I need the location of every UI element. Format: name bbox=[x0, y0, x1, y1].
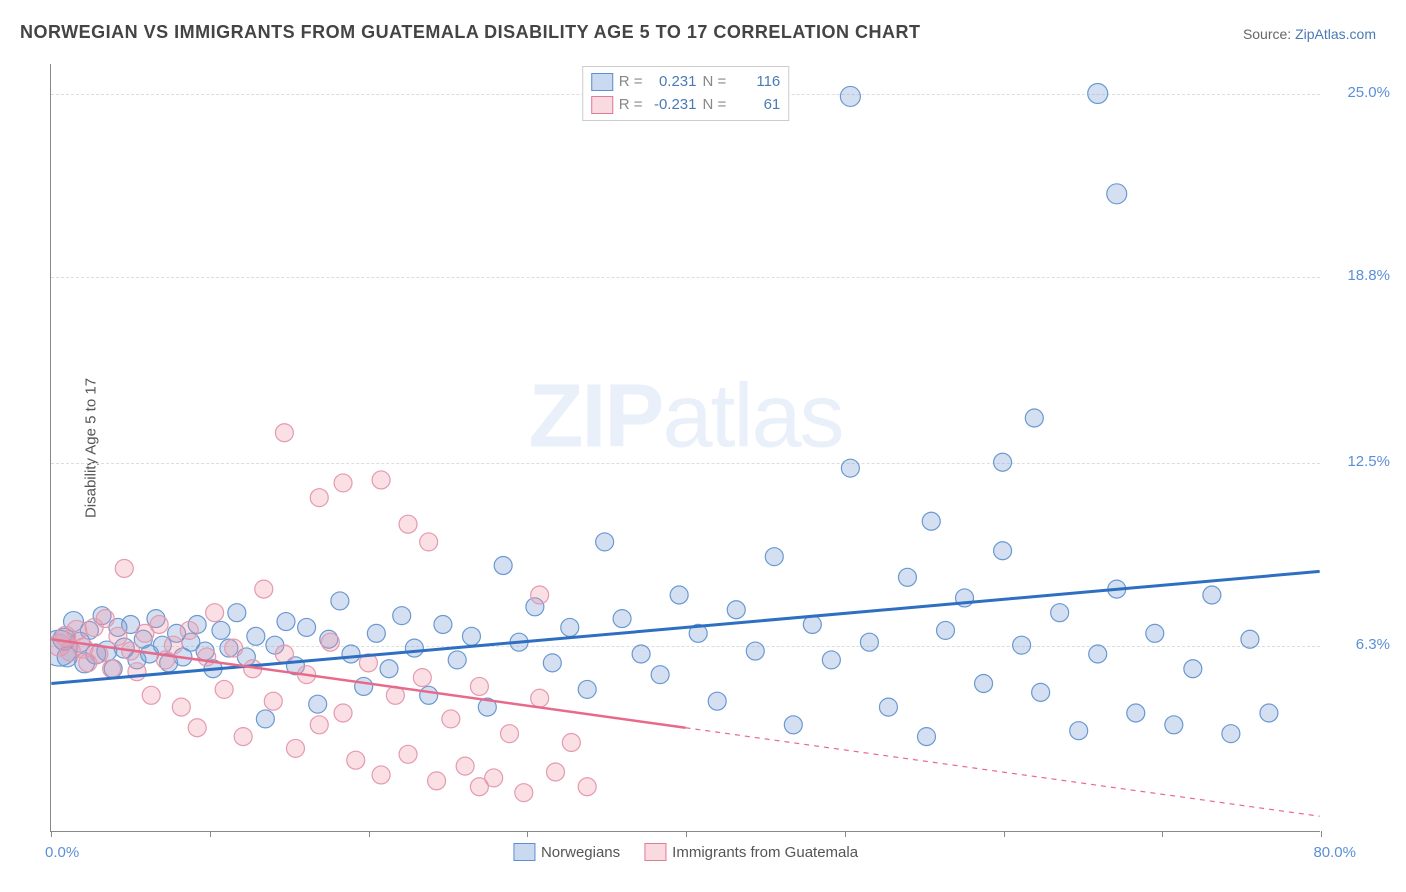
r-label: R = bbox=[619, 94, 643, 117]
legend-row-blue: R = 0.231 N = 116 bbox=[591, 71, 781, 94]
x-tick bbox=[1321, 831, 1322, 837]
x-tick bbox=[210, 831, 211, 837]
swatch-pink bbox=[644, 843, 666, 861]
swatch-pink bbox=[591, 96, 613, 114]
n-label: N = bbox=[703, 94, 727, 117]
y-tick-label: 25.0% bbox=[1347, 84, 1390, 101]
x-tick bbox=[369, 831, 370, 837]
legend-label: Norwegians bbox=[541, 844, 620, 861]
swatch-blue bbox=[591, 73, 613, 91]
chart-title: NORWEGIAN VS IMMIGRANTS FROM GUATEMALA D… bbox=[20, 22, 921, 43]
y-tick-label: 18.8% bbox=[1347, 267, 1390, 284]
swatch-blue bbox=[513, 843, 535, 861]
correlation-legend-box: R = 0.231 N = 116 R = -0.231 N = 61 bbox=[582, 66, 790, 121]
r-value-pink: -0.231 bbox=[649, 94, 697, 117]
source-attribution: Source: ZipAtlas.com bbox=[1243, 26, 1376, 42]
y-tick-label: 6.3% bbox=[1356, 636, 1390, 653]
y-tick-label: 12.5% bbox=[1347, 453, 1390, 470]
chart-plot-area: Disability Age 5 to 17 ZIPatlas R = 0.23… bbox=[50, 64, 1320, 832]
x-tick bbox=[686, 831, 687, 837]
legend-item-guatemala: Immigrants from Guatemala bbox=[644, 843, 858, 861]
trend-line-dashed bbox=[686, 728, 1320, 817]
legend-label: Immigrants from Guatemala bbox=[672, 844, 858, 861]
n-label: N = bbox=[703, 71, 727, 94]
legend-item-norwegians: Norwegians bbox=[513, 843, 620, 861]
r-value-blue: 0.231 bbox=[649, 71, 697, 94]
n-value-blue: 116 bbox=[732, 71, 780, 94]
trend-line-solid bbox=[51, 639, 685, 728]
legend-row-pink: R = -0.231 N = 61 bbox=[591, 94, 781, 117]
x-tick-label-right: 80.0% bbox=[1313, 844, 1356, 861]
x-tick-label-left: 0.0% bbox=[45, 844, 79, 861]
series-legend: Norwegians Immigrants from Guatemala bbox=[513, 843, 858, 861]
x-tick bbox=[1004, 831, 1005, 837]
trend-line-layer bbox=[51, 64, 1320, 831]
x-tick bbox=[51, 831, 52, 837]
x-tick bbox=[527, 831, 528, 837]
x-tick bbox=[845, 831, 846, 837]
source-link[interactable]: ZipAtlas.com bbox=[1295, 26, 1376, 42]
x-tick bbox=[1162, 831, 1163, 837]
n-value-pink: 61 bbox=[732, 94, 780, 117]
source-label: Source: bbox=[1243, 26, 1295, 42]
r-label: R = bbox=[619, 71, 643, 94]
